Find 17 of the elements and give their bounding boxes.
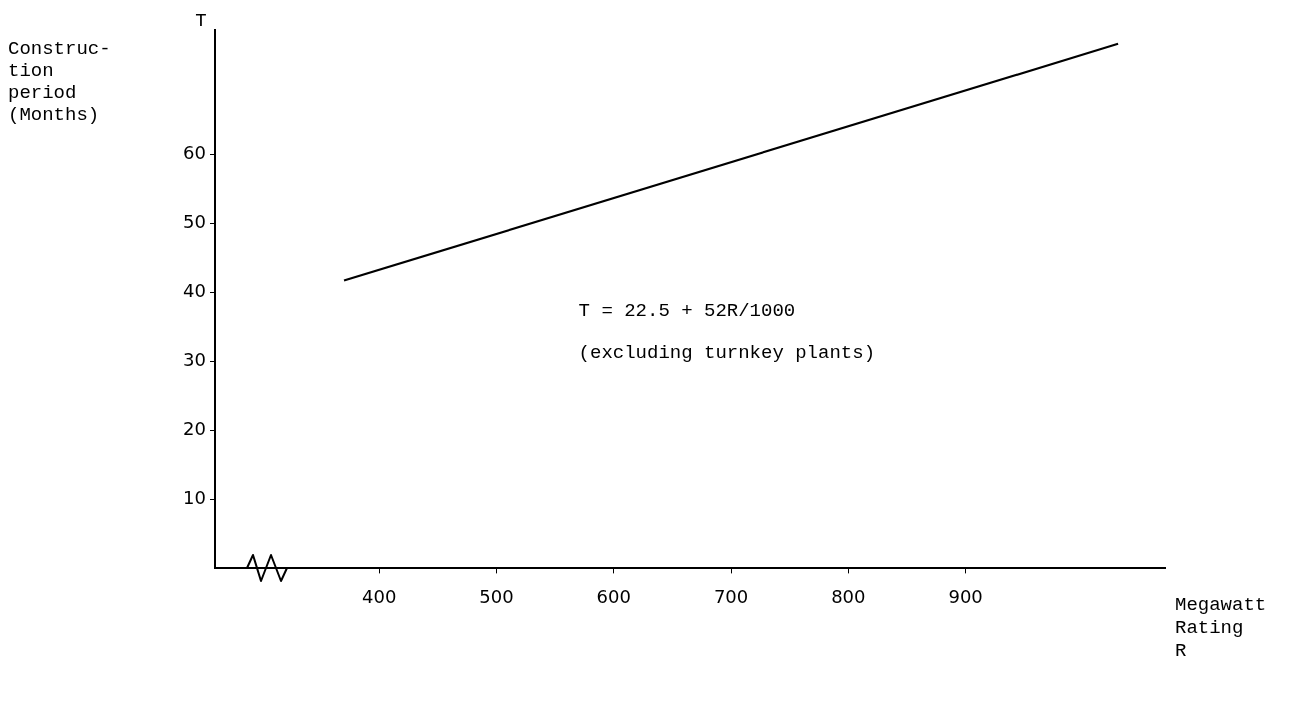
y-tick-label: 60: [183, 141, 206, 163]
y-tick-label: 10: [183, 487, 206, 509]
annotation: (excluding turnkey plants): [578, 341, 876, 364]
x-tick-label: 800: [831, 585, 866, 607]
x-tick-label: 700: [713, 585, 749, 607]
x-tick-label: 500: [479, 585, 514, 607]
text: T: [195, 10, 207, 32]
y-tick-label: 30: [183, 348, 206, 370]
y-axis-title: Construc- tion period (Months): [8, 38, 111, 126]
y-tick-label: 50: [183, 210, 206, 232]
x-tick-label: 900: [948, 585, 983, 607]
x-tick-label: 400: [362, 585, 397, 607]
x-tick-label: 600: [596, 585, 631, 607]
annotation: T = 22.5 + 52R/1000: [578, 300, 796, 323]
y-tick-label: 20: [183, 418, 206, 440]
y-tick-label: 40: [183, 279, 206, 301]
x-axis-title: Megawatt Rating R: [1175, 594, 1267, 663]
